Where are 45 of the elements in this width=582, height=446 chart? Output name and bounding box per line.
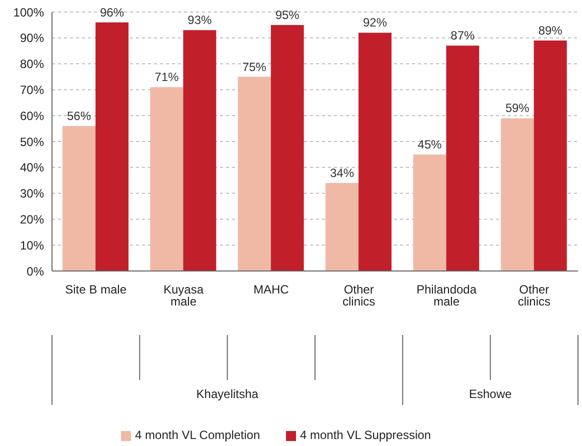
data-label: 71%: [154, 70, 180, 84]
data-label: 56%: [67, 108, 92, 123]
y-tick-label: 90%: [20, 31, 44, 46]
data-label: 92%: [363, 16, 388, 30]
legend-label: 4 month VL Suppression: [300, 428, 431, 442]
y-tick-label: 100%: [13, 5, 44, 20]
y-tick-label: 20%: [20, 212, 44, 226]
bar: [534, 40, 567, 271]
y-tick-label: 70%: [20, 82, 44, 97]
y-tick-label: 0%: [26, 264, 44, 278]
bar: [183, 30, 216, 271]
data-label: 87%: [450, 28, 476, 43]
y-tick-label: 60%: [20, 108, 44, 123]
x-tick-label: MAHC: [253, 282, 290, 297]
x-tick-label: Site B male: [65, 282, 127, 297]
legend-label: 4 month VL Completion: [135, 428, 260, 442]
bar: [326, 182, 359, 271]
y-tick-label: 30%: [20, 186, 44, 201]
x-tick-label: Other clinics: [342, 282, 376, 309]
bar: [446, 46, 480, 271]
bar: [238, 76, 271, 271]
bar: [96, 22, 129, 271]
x-tick-label: Other clinics: [518, 282, 551, 309]
y-tick-label: 80%: [20, 57, 44, 72]
data-label: 75%: [242, 60, 267, 74]
data-label: 95%: [275, 8, 300, 22]
y-tick-label: 50%: [20, 134, 44, 149]
bar: [270, 24, 304, 271]
data-label: 34%: [330, 166, 354, 180]
bar: [358, 32, 392, 271]
bar: [500, 118, 534, 271]
data-label: 45%: [418, 137, 442, 152]
text: Khayelitsha: [196, 387, 259, 401]
data-label: 59%: [505, 101, 530, 116]
bar: [150, 87, 184, 271]
y-tick-label: 40%: [20, 160, 44, 175]
data-label: 93%: [188, 13, 212, 28]
bar: [413, 154, 446, 271]
x-tick-label: Philandoda male: [416, 282, 477, 309]
text: Eshowe: [468, 387, 512, 401]
x-tick-label: Kuyasa male: [163, 282, 204, 309]
data-label: 89%: [538, 23, 563, 38]
bar: [62, 126, 96, 271]
data-label: 96%: [100, 5, 124, 20]
y-tick-label: 10%: [20, 238, 44, 252]
